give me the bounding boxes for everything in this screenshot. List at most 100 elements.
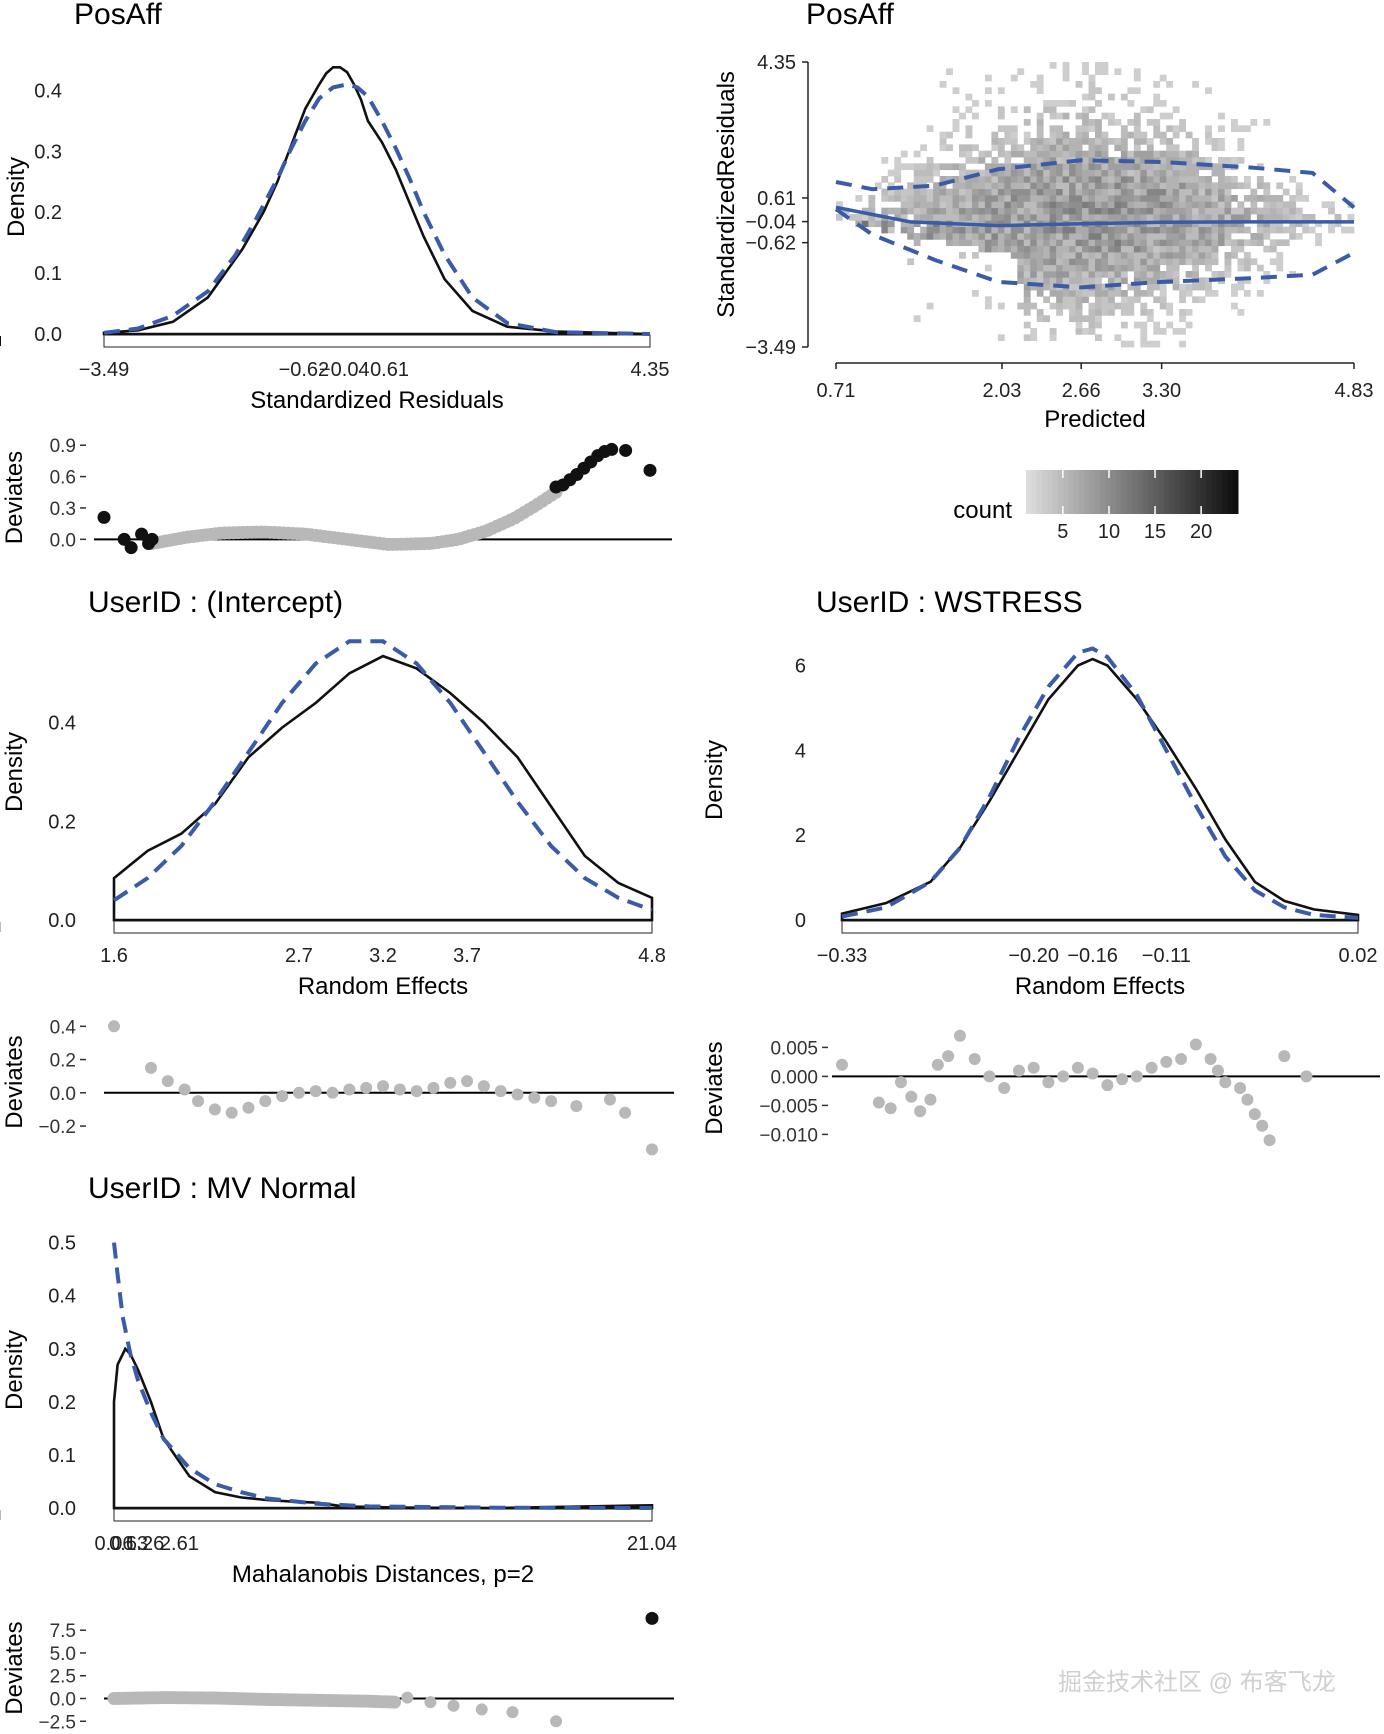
heatmap-cell bbox=[900, 195, 908, 202]
heatmap-cell bbox=[1211, 163, 1219, 171]
deviate-point-extreme bbox=[619, 443, 633, 457]
heatmap-cell bbox=[1075, 125, 1083, 133]
heatmap-cell bbox=[1140, 131, 1148, 139]
heatmap-cell bbox=[1088, 163, 1096, 171]
heatmap-cell bbox=[1185, 150, 1193, 158]
heatmap-cell bbox=[1146, 207, 1154, 215]
heatmap-cell bbox=[1295, 233, 1303, 240]
heatmap-cell bbox=[933, 163, 940, 171]
heatmap-cell bbox=[1172, 252, 1180, 259]
heatmap-cell bbox=[1263, 277, 1271, 285]
heatmap-cell bbox=[1133, 290, 1141, 297]
heatmap-cell bbox=[1010, 239, 1018, 247]
heatmap-cell bbox=[1088, 321, 1096, 329]
heatmap-cell bbox=[1056, 138, 1064, 145]
heatmap-cell bbox=[1095, 100, 1102, 107]
heatmap-cell bbox=[1075, 309, 1083, 316]
heatmap-cell bbox=[1289, 201, 1297, 209]
panel-title: PosAff bbox=[74, 0, 162, 31]
heatmap-cell bbox=[1036, 163, 1044, 171]
y-tick-label: 0.0 bbox=[48, 910, 76, 932]
heatmap-cell bbox=[1269, 214, 1277, 221]
heatmap-cell bbox=[1133, 226, 1141, 234]
heatmap-cell bbox=[1127, 100, 1135, 107]
heatmap-cell bbox=[1101, 138, 1109, 145]
heatmap-cell bbox=[887, 188, 895, 196]
heatmap-cell bbox=[1218, 182, 1225, 190]
heatmap-cell bbox=[952, 176, 960, 183]
heatmap-cell bbox=[1120, 258, 1128, 266]
deviate-point bbox=[1057, 1070, 1070, 1083]
heatmap-cell bbox=[1179, 125, 1187, 133]
heatmap-cell bbox=[1107, 264, 1115, 272]
heatmap-cell bbox=[1075, 239, 1083, 247]
heatmap-cell bbox=[1049, 62, 1057, 69]
heatmap-cell bbox=[952, 119, 960, 126]
heatmap-cell bbox=[1166, 245, 1174, 253]
heatmap-cell bbox=[894, 207, 902, 215]
heatmap-cell bbox=[1062, 188, 1070, 196]
resid_fitted-panel: PosAff−3.49−0.62−0.040.614.350.71 2.03 2.6… bbox=[713, 0, 1373, 543]
heatmap-cell bbox=[1133, 144, 1141, 152]
rug-frame bbox=[113, 920, 653, 934]
heatmap-cell bbox=[1036, 131, 1044, 139]
heatmap-cell bbox=[1075, 277, 1083, 285]
y-tick-label: 0.2 bbox=[48, 811, 76, 833]
heatmap-cell bbox=[1159, 201, 1167, 209]
legend-swatch bbox=[1110, 470, 1117, 514]
heatmap-cell bbox=[1043, 226, 1051, 234]
heatmap-cell bbox=[1049, 252, 1057, 259]
heatmap-cell bbox=[1172, 157, 1180, 164]
heatmap-cell bbox=[913, 163, 921, 171]
deviate-point bbox=[1086, 1067, 1099, 1080]
heatmap-cell bbox=[1172, 182, 1180, 190]
y-tick-label: 0.6 bbox=[50, 468, 76, 489]
heatmap-cell bbox=[1004, 195, 1012, 202]
heatmap-cell bbox=[1043, 157, 1051, 164]
observed-density-curve bbox=[112, 654, 654, 922]
heatmap-cell bbox=[874, 220, 882, 228]
heatmap-cell bbox=[1334, 214, 1342, 221]
x-tick-label: −0.16 bbox=[1067, 945, 1118, 967]
heatmap-cell bbox=[1205, 201, 1212, 209]
heatmap-cell bbox=[907, 258, 915, 266]
heatmap-cell bbox=[1062, 271, 1070, 278]
heatmap-cell bbox=[1133, 258, 1141, 266]
heatmap-cell bbox=[1205, 214, 1212, 221]
heatmap-cell bbox=[1315, 239, 1323, 247]
y-tick-label: −0.005 bbox=[759, 1096, 818, 1117]
heatmap-cell bbox=[971, 188, 979, 196]
heatmap-cell bbox=[1101, 214, 1109, 221]
heatmap-cell bbox=[1211, 245, 1219, 253]
heatmap-cell bbox=[1133, 87, 1141, 95]
heatmap-cell bbox=[1107, 309, 1115, 316]
heatmap-cell bbox=[1205, 188, 1212, 196]
legend-swatch bbox=[1137, 470, 1144, 514]
heatmap-cell bbox=[1095, 138, 1102, 145]
heatmap-cell bbox=[1049, 131, 1057, 139]
heatmap-cell bbox=[1030, 277, 1038, 285]
heatmap-cell bbox=[1269, 201, 1277, 209]
heatmap-cell bbox=[881, 207, 889, 215]
heatmap-cell bbox=[1082, 195, 1089, 202]
heatmap-cell bbox=[1095, 62, 1102, 69]
heatmap-cell bbox=[1095, 264, 1102, 272]
heatmap-cell bbox=[1146, 245, 1154, 253]
heatmap-cell bbox=[1263, 119, 1271, 126]
heatmap-cell bbox=[1107, 302, 1115, 310]
heatmap-cell bbox=[1062, 195, 1070, 202]
heatmap-cell bbox=[1082, 239, 1089, 247]
heatmap-cell bbox=[1088, 277, 1096, 285]
heatmap-cell bbox=[1101, 176, 1109, 183]
deviate-point-extreme bbox=[145, 532, 159, 546]
legend-swatch bbox=[1073, 470, 1080, 514]
heatmap-cell bbox=[1043, 315, 1051, 323]
heatmap-cell bbox=[1069, 258, 1076, 266]
heatmap-cell bbox=[1308, 226, 1316, 234]
heatmap-cell bbox=[952, 106, 960, 114]
heatmap-cell bbox=[1036, 290, 1044, 297]
heatmap-cell bbox=[1114, 290, 1122, 297]
heatmap-cell bbox=[959, 169, 966, 177]
heatmap-cell bbox=[1205, 258, 1212, 266]
heatmap-cell bbox=[1133, 131, 1141, 139]
